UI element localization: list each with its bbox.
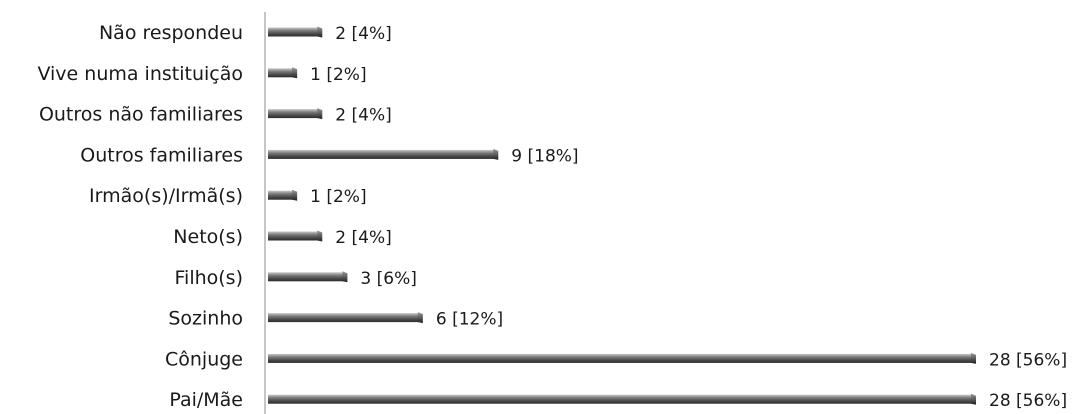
bar-cap-0	[317, 26, 323, 38]
value-label-5: 2 [4%]	[335, 228, 391, 248]
category-label-4: Irmão(s)/Irmã(s)	[89, 185, 243, 207]
bar-2	[268, 109, 319, 119]
category-label-2: Outros não familiares	[39, 104, 243, 126]
category-label-1: Vive numa instituição	[37, 63, 243, 85]
category-label-9: Pai/Mãe	[169, 389, 243, 411]
value-label-7: 6 [12%]	[436, 310, 503, 330]
bar-cap-3	[493, 148, 499, 160]
value-labels-group: 2 [4%] 1 [2%] 2 [4%] 9 [18%] 1 [2%] 2 [4%] 3 […	[310, 24, 1067, 411]
category-label-3: Outros familiares	[80, 144, 243, 166]
value-label-8: 28 [56%]	[989, 350, 1067, 370]
bar-cap-8	[971, 352, 976, 364]
bar-1	[268, 68, 294, 78]
bar-8	[268, 353, 972, 363]
bar-cap-5	[317, 230, 323, 242]
category-label-6: Filho(s)	[175, 267, 244, 289]
category-label-8: Cônjuge	[165, 348, 243, 370]
category-label-5: Neto(s)	[173, 226, 243, 248]
category-label-7: Sozinho	[168, 308, 243, 330]
bar-cap-2	[317, 108, 323, 120]
bar-4	[268, 190, 294, 200]
category-label-0: Não respondeu	[99, 22, 243, 44]
bar-3	[268, 149, 495, 159]
value-label-2: 2 [4%]	[335, 106, 391, 126]
value-label-3: 9 [18%]	[511, 146, 578, 166]
bar-cap-1	[292, 67, 298, 79]
value-label-1: 1 [2%]	[310, 65, 366, 85]
bar-0	[268, 27, 319, 37]
value-label-6: 3 [6%]	[360, 269, 416, 289]
bars-group	[268, 26, 976, 405]
value-label-4: 1 [2%]	[310, 187, 366, 207]
value-label-9: 28 [56%]	[989, 391, 1067, 411]
bar-cap-6	[342, 271, 348, 283]
bar-9	[268, 394, 972, 404]
bar-7	[268, 313, 419, 323]
bar-5	[268, 231, 319, 241]
bar-cap-9	[971, 393, 976, 405]
bar-cap-4	[292, 189, 298, 201]
bar-6	[268, 272, 344, 282]
bar-cap-7	[417, 312, 423, 324]
value-label-0: 2 [4%]	[335, 24, 391, 44]
category-labels-group: Não respondeu Vive numa instituição Outros…	[37, 22, 243, 411]
